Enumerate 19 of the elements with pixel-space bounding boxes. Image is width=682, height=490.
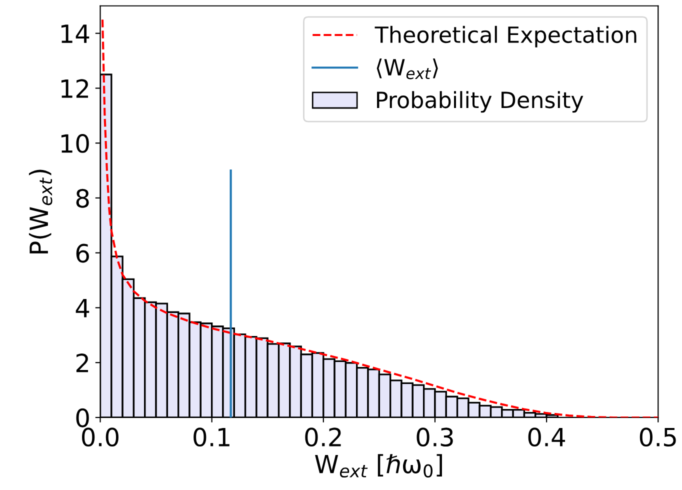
y-axis-title: P(W$_{ext}$) bbox=[28, 170, 52, 254]
y-tick-label: 2 bbox=[76, 354, 88, 372]
x-tick-label: 0.2 bbox=[305, 428, 341, 447]
y-tick-label: 4 bbox=[76, 298, 90, 318]
legend-label: Probability Density bbox=[377, 91, 584, 113]
x-axis-title: W$_{ext}$ [ℏω$_{0}$] bbox=[315, 454, 442, 478]
x-tick-label: 0.4 bbox=[528, 428, 566, 447]
y-tick-label: 8 bbox=[76, 188, 89, 208]
x-tick-label: 0.1 bbox=[194, 428, 230, 447]
legend-label: Theoretical Expectation bbox=[374, 26, 636, 48]
legend-label: ⟨W$_{ext}$⟩ bbox=[376, 58, 438, 80]
y-tick-label: 14 bbox=[61, 24, 90, 43]
y-tick-label: 10 bbox=[61, 134, 89, 153]
y-tick-label: 12 bbox=[61, 79, 88, 98]
y-tick-label: 0 bbox=[76, 408, 89, 428]
x-tick-label: 0.5 bbox=[640, 428, 676, 447]
y-tick-label: 6 bbox=[76, 244, 89, 263]
x-tick-label: 0.3 bbox=[416, 428, 453, 447]
x-tick-label: 0.0 bbox=[82, 428, 118, 447]
